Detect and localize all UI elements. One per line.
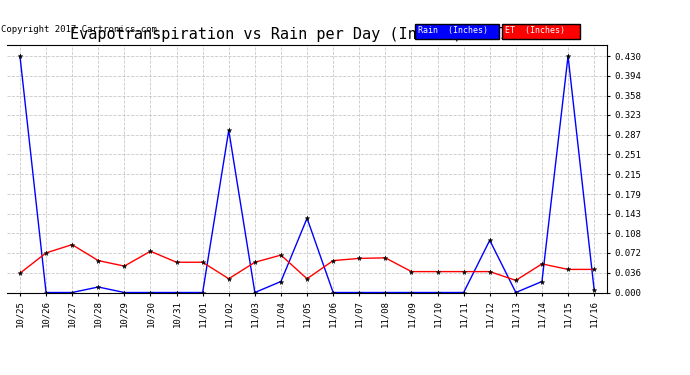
Title: Evapotranspiration vs Rain per Day (Inches) 20171117: Evapotranspiration vs Rain per Day (Inch…	[70, 27, 544, 42]
FancyBboxPatch shape	[415, 24, 499, 39]
Text: Rain  (Inches): Rain (Inches)	[418, 26, 488, 35]
Text: Copyright 2017 Cartronics.com: Copyright 2017 Cartronics.com	[1, 25, 157, 34]
FancyBboxPatch shape	[502, 24, 580, 39]
Text: ET  (Inches): ET (Inches)	[505, 26, 565, 35]
